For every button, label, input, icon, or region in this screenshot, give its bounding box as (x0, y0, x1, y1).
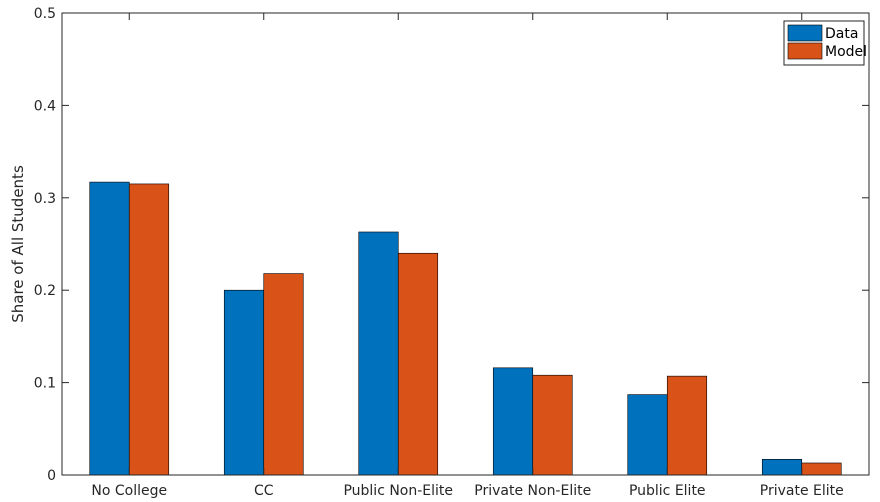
y-tick-label: 0.2 (34, 283, 56, 299)
bar-data-private-non-elite (492, 367, 534, 476)
legend-label-data: Data (825, 26, 858, 42)
bar-model-private-elite (801, 462, 842, 476)
x-tick-label: Private Non-Elite (474, 483, 591, 499)
legend: Data Model (783, 20, 867, 66)
y-tick-label: 0.4 (34, 98, 56, 114)
y-tick-label: 0.3 (34, 191, 56, 207)
y-axis-title: Share of All Students (9, 165, 27, 323)
x-tick-label: CC (254, 483, 274, 499)
bar-data-public-elite (627, 394, 668, 476)
bar-model-no-college (128, 183, 170, 476)
bar-data-cc (223, 289, 265, 476)
axes-group (61, 12, 870, 476)
y-tick-label: 0 (47, 468, 56, 484)
y-tick-label: 0.5 (34, 6, 56, 22)
bar-model-public-elite (666, 375, 708, 476)
bar-model-private-non-elite (532, 374, 573, 476)
legend-swatch-model (787, 42, 823, 60)
plot-area (62, 13, 869, 475)
bar-model-public-non-elite (397, 252, 439, 476)
y-tick-label: 0.1 (34, 376, 56, 392)
bar-model-cc (263, 273, 304, 476)
x-tick-label: Private Elite (760, 483, 844, 499)
x-tick-label: Public Elite (629, 483, 706, 499)
axes-box (61, 12, 870, 476)
legend-swatch-data (787, 24, 823, 42)
bar-data-private-elite (761, 458, 803, 476)
bar-data-public-non-elite (358, 231, 399, 476)
bar-data-no-college (89, 181, 130, 476)
legend-label-model: Model (825, 44, 867, 60)
x-tick-label: Public Non-Elite (343, 483, 453, 499)
x-tick-labels: No College CC Public Non-Elite Private Non-… (91, 483, 843, 499)
bars-group (89, 181, 842, 476)
plot-background (62, 13, 869, 475)
y-tick-labels: 0 0.1 0.2 0.3 0.4 0.5 (34, 6, 56, 484)
x-tick-label: No College (91, 483, 167, 499)
